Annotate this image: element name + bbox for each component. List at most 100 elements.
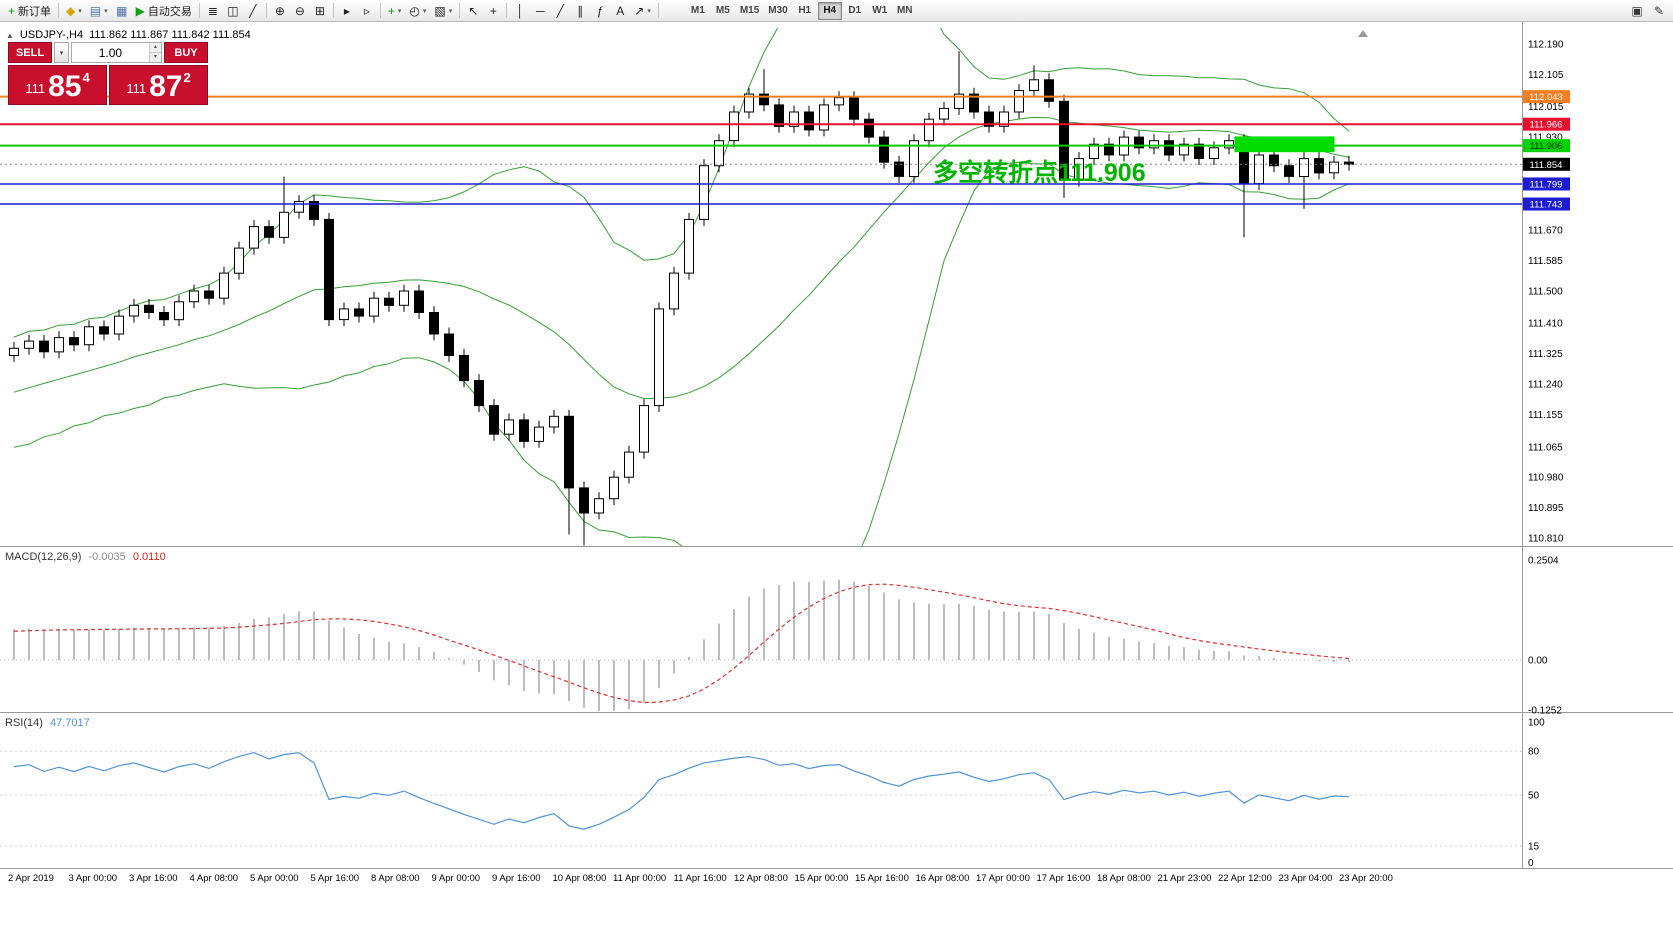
channel-icon[interactable]: ∥ xyxy=(570,1,590,21)
zoom-in-icon[interactable]: ⊕ xyxy=(270,1,290,21)
profiles-icon[interactable]: ▤ ▾ xyxy=(86,1,112,21)
axis-price-box xyxy=(1523,90,1570,104)
vertical-line-icon[interactable]: │ xyxy=(510,1,530,21)
svg-text:8 Apr 08:00: 8 Apr 08:00 xyxy=(371,873,420,884)
volume-down-icon[interactable]: ▾ xyxy=(149,53,161,62)
auto-scroll-icon[interactable]: ▸ xyxy=(337,1,357,21)
svg-text:111.854: 111.854 xyxy=(1530,160,1563,171)
chart-shift-icon[interactable]: ▹ xyxy=(357,1,377,21)
macd-layer xyxy=(0,579,1522,711)
chart-window-icon[interactable]: ▣ xyxy=(1627,1,1647,21)
timeframe-mn-button[interactable]: MN xyxy=(893,2,917,20)
symbol-period-text: USDJPY-,H4 xyxy=(19,29,84,41)
arrows-icon-caret-icon: ▾ xyxy=(647,7,651,15)
svg-text:111.155: 111.155 xyxy=(1528,410,1563,421)
crosshair-icon[interactable]: + xyxy=(483,1,503,21)
svg-text:112.043: 112.043 xyxy=(1529,92,1563,103)
order-type-dropdown-icon[interactable]: ▾ xyxy=(54,42,69,63)
sell-price-button[interactable]: 111 85 4 xyxy=(8,65,107,105)
volume-input[interactable] xyxy=(72,43,149,62)
one-click-trading-panel: SELL ▾ ▴ ▾ BUY 111 85 4 111 87 2 xyxy=(8,42,208,105)
channel-icon: ∥ xyxy=(577,3,584,18)
buy-price-button[interactable]: 111 87 2 xyxy=(109,65,208,105)
new-order-button-label: 新订单 xyxy=(18,5,52,18)
new-order-button[interactable]: + 新订单 xyxy=(4,1,55,21)
axis-price-box xyxy=(1523,197,1570,211)
indicators-icon: + xyxy=(387,3,395,18)
axis-price-box xyxy=(1523,157,1570,171)
zoom-out-icon[interactable]: ⊖ xyxy=(290,1,310,21)
macd-name: MACD(12,26,9) xyxy=(5,551,82,563)
trendline-icon[interactable]: ╱ xyxy=(550,1,570,21)
svg-text:111.670: 111.670 xyxy=(1528,226,1563,237)
timeframe-h4-button[interactable]: H4 xyxy=(817,1,842,20)
svg-text:111.585: 111.585 xyxy=(1528,256,1563,267)
buy-button[interactable]: BUY xyxy=(164,42,208,63)
timeframe-m5-button[interactable]: M5 xyxy=(711,2,735,20)
new-chart-icon[interactable]: ◆ ▾ xyxy=(62,1,86,21)
svg-text:112.190: 112.190 xyxy=(1528,40,1564,51)
bar-chart-icon: ≣ xyxy=(207,3,218,18)
chart-shift-marker-icon xyxy=(1358,30,1368,37)
toolbar-separator xyxy=(657,3,659,18)
timeframe-m1-button[interactable]: M1 xyxy=(686,2,710,20)
sell-button[interactable]: SELL xyxy=(8,42,52,63)
toolbar-separator xyxy=(265,3,267,18)
edit-chart-icon[interactable]: ✎ xyxy=(1649,1,1669,21)
bar-chart-icon[interactable]: ≣ xyxy=(203,1,223,21)
line-chart-icon: ╱ xyxy=(249,3,257,18)
toolbar-separator xyxy=(379,3,381,18)
indicators-icon[interactable]: + ▾ xyxy=(384,1,406,21)
collapse-triangle-icon[interactable]: ▲ xyxy=(6,30,14,40)
timeframe-h1-button[interactable]: H1 xyxy=(793,2,817,20)
svg-text:15 Apr 16:00: 15 Apr 16:00 xyxy=(855,873,909,884)
svg-text:10 Apr 08:00: 10 Apr 08:00 xyxy=(553,873,607,884)
candlestick-chart-icon: ◫ xyxy=(227,3,239,18)
bollinger-middle-line xyxy=(13,116,1350,400)
cursor-icon[interactable]: ↖ xyxy=(463,1,483,21)
profiles-icon-caret-icon: ▾ xyxy=(104,7,108,15)
volume-up-icon[interactable]: ▴ xyxy=(149,43,161,53)
toolbar-separator xyxy=(506,3,508,18)
svg-text:111.799: 111.799 xyxy=(1530,179,1563,190)
market-watch-icon: ▦ xyxy=(115,3,128,18)
timeframe-d1-button[interactable]: D1 xyxy=(843,2,867,20)
svg-text:15 Apr 00:00: 15 Apr 00:00 xyxy=(795,873,849,884)
svg-text:11 Apr 16:00: 11 Apr 16:00 xyxy=(674,873,727,884)
new-order-icon: + xyxy=(8,3,16,18)
svg-text:0: 0 xyxy=(1528,858,1534,869)
autotrading-button[interactable]: ▶ 自动交易 xyxy=(132,1,196,21)
svg-text:17 Apr 00:00: 17 Apr 00:00 xyxy=(976,873,1030,884)
horizontal-line-icon[interactable]: ─ xyxy=(530,1,550,21)
svg-text:110.810: 110.810 xyxy=(1528,534,1564,545)
templates-icon[interactable]: ▧ ▾ xyxy=(430,1,456,21)
zoom-out-icon: ⊖ xyxy=(294,3,305,18)
tile-windows-icon[interactable]: ⊞ xyxy=(310,1,330,21)
highlight-zone xyxy=(1234,136,1335,153)
macd-signal-line xyxy=(13,583,1350,704)
svg-text:110.895: 110.895 xyxy=(1528,503,1564,514)
svg-text:3 Apr 00:00: 3 Apr 00:00 xyxy=(69,873,118,884)
svg-text:5 Apr 00:00: 5 Apr 00:00 xyxy=(250,873,299,884)
text-label-icon: A xyxy=(616,3,625,18)
svg-text:110.980: 110.980 xyxy=(1528,473,1564,484)
line-chart-icon[interactable]: ╱ xyxy=(243,1,263,21)
timeframe-m15-button[interactable]: M15 xyxy=(736,2,763,20)
svg-text:4 Apr 08:00: 4 Apr 08:00 xyxy=(190,873,239,884)
svg-text:111.500: 111.500 xyxy=(1528,287,1563,298)
timeframe-w1-button[interactable]: W1 xyxy=(868,2,892,20)
annotation-text: 多空转折点111.906 xyxy=(933,159,1146,187)
svg-text:21 Apr 23:00: 21 Apr 23:00 xyxy=(1158,873,1212,884)
market-watch-icon[interactable]: ▦ xyxy=(112,1,132,21)
text-label-icon[interactable]: A xyxy=(610,1,630,21)
fibonacci-icon[interactable]: ƒ xyxy=(590,1,610,21)
axis-price-box xyxy=(1523,139,1570,153)
timeframe-m30-button[interactable]: M30 xyxy=(764,2,791,20)
arrows-icon[interactable]: ↗ ▾ xyxy=(630,1,655,21)
svg-text:112.015: 112.015 xyxy=(1528,102,1564,113)
candlestick-chart-icon[interactable]: ◫ xyxy=(223,1,243,21)
periods-icon[interactable]: ◴ ▾ xyxy=(405,1,430,21)
indicators-icon-caret-icon: ▾ xyxy=(397,7,402,15)
